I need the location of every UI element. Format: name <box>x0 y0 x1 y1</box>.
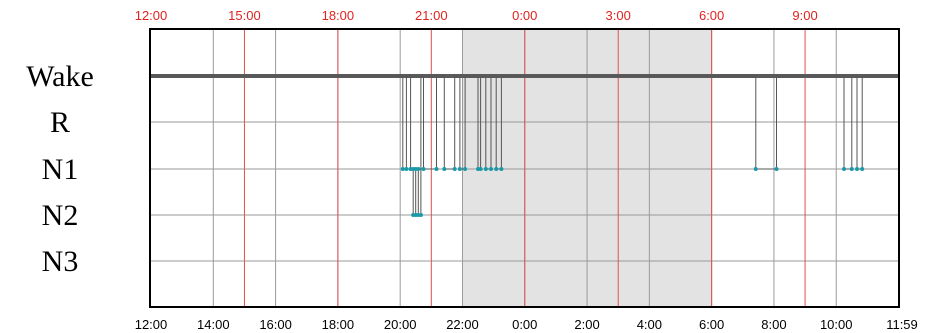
bottom-tick-label: 8:00 <box>761 317 786 332</box>
bottom-tick-label: 0:00 <box>512 317 537 332</box>
stage-point <box>753 167 758 171</box>
stage-point <box>442 167 447 171</box>
stage-label-n2: N2 <box>42 199 79 232</box>
bottom-tick-label: 2:00 <box>574 317 599 332</box>
stage-label-n3: N3 <box>42 245 79 278</box>
top-axis-ticks: 12:00 15:00 18:00 21:00 0:00 3:00 6:00 9:00 <box>135 8 818 23</box>
top-tick-label: 9:00 <box>792 8 817 23</box>
stage-point <box>499 167 504 171</box>
bottom-tick-label: 20:00 <box>384 317 417 332</box>
bottom-tick-label: 6:00 <box>699 317 724 332</box>
stage-point <box>463 167 468 171</box>
bottom-tick-label: 18:00 <box>322 317 355 332</box>
stage-point <box>457 167 462 171</box>
plot-frame <box>149 28 900 308</box>
stage-label-n1: N1 <box>42 153 79 186</box>
stage-point <box>860 167 865 171</box>
top-tick-label: 6:00 <box>699 8 724 23</box>
bottom-tick-label: 4:00 <box>637 317 662 332</box>
stage-label-wake: Wake <box>26 60 94 93</box>
stage-point <box>404 167 409 171</box>
top-tick-label: 21:00 <box>415 8 448 23</box>
stage-point <box>434 167 439 171</box>
stage-point <box>421 167 426 171</box>
bottom-tick-label: 11:59 <box>886 317 918 332</box>
hypnogram-series <box>151 74 898 217</box>
grid <box>151 29 898 307</box>
stage-point <box>418 213 423 217</box>
stage-point <box>400 167 405 171</box>
stage-point <box>854 167 859 171</box>
stage-point <box>849 167 854 171</box>
stage-label-r: R <box>50 106 70 139</box>
stage-point <box>416 167 421 171</box>
top-tick-label: 3:00 <box>606 8 631 23</box>
bottom-tick-label: 12:00 <box>135 317 168 332</box>
bottom-tick-label: 14:00 <box>197 317 230 332</box>
top-tick-label: 0:00 <box>512 8 537 23</box>
top-tick-label: 18:00 <box>322 8 355 23</box>
stage-point <box>452 167 457 171</box>
stage-point <box>478 167 483 171</box>
stage-point <box>494 167 499 171</box>
stage-labels: Wake R N1 N2 N3 <box>26 60 94 278</box>
stage-point <box>483 167 488 171</box>
bottom-tick-label: 22:00 <box>446 317 479 332</box>
stage-point <box>774 167 779 171</box>
bottom-tick-label: 10:00 <box>820 317 853 332</box>
bottom-axis-ticks: 12:00 14:00 16:00 18:00 20:00 22:00 0:00 2:00 4:… <box>135 317 918 332</box>
top-tick-label: 15:00 <box>228 8 261 23</box>
stage-point <box>842 167 847 171</box>
top-tick-label: 12:00 <box>135 8 168 23</box>
stage-point <box>489 167 494 171</box>
bottom-tick-label: 16:00 <box>259 317 292 332</box>
